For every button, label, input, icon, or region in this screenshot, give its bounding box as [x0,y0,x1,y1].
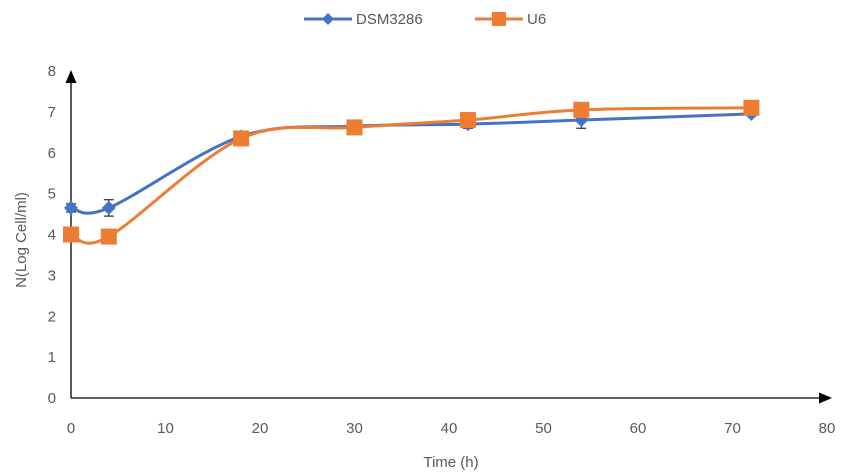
legend-item-u6: U6 [475,11,546,28]
x-tick-label: 70 [724,420,741,437]
legend-marker [322,13,334,25]
y-tick-label: 8 [48,63,56,80]
x-tick-label: 50 [535,420,552,437]
legend-item-dsm3286: DSM3286 [304,11,423,28]
y-axis-arrow [66,70,77,83]
x-tick-label: 20 [252,420,269,437]
y-tick-label: 6 [48,145,56,162]
data-point [233,130,249,146]
y-tick-label: 2 [48,308,56,325]
legend-label: U6 [527,11,546,28]
x-tick-label: 30 [346,420,363,437]
x-axis-label: Time (h) [423,454,478,471]
data-point [102,201,116,215]
y-tick-label: 0 [48,390,56,407]
series-line [71,108,751,243]
legend-marker [492,12,506,26]
y-axis-label: N(Log Cell/ml) [13,192,30,288]
data-point [101,229,117,245]
x-axis-arrow [819,393,832,404]
data-point [743,100,759,116]
x-tick-label: 10 [157,420,174,437]
data-point [63,227,79,243]
data-point [460,112,476,128]
x-tick-label: 0 [67,420,75,437]
series-line [71,114,751,213]
y-tick-label: 3 [48,267,56,284]
x-tick-label: 80 [819,420,836,437]
tick-labels: 0 10 20 30 40 50 60 70 80 0 1 2 3 4 5 6 7 8 [48,63,836,437]
series-group [63,100,759,245]
y-tick-label: 4 [48,227,56,244]
data-point [347,119,363,135]
legend: DSM3286 U6 [304,11,546,28]
x-tick-label: 40 [441,420,458,437]
x-tick-label: 60 [630,420,647,437]
y-tick-label: 1 [48,349,56,366]
series-u6 [63,100,759,245]
y-tick-label: 7 [48,104,56,121]
data-point [64,201,78,215]
legend-label: DSM3286 [356,11,423,28]
y-tick-label: 5 [48,186,56,203]
data-point [573,102,589,118]
